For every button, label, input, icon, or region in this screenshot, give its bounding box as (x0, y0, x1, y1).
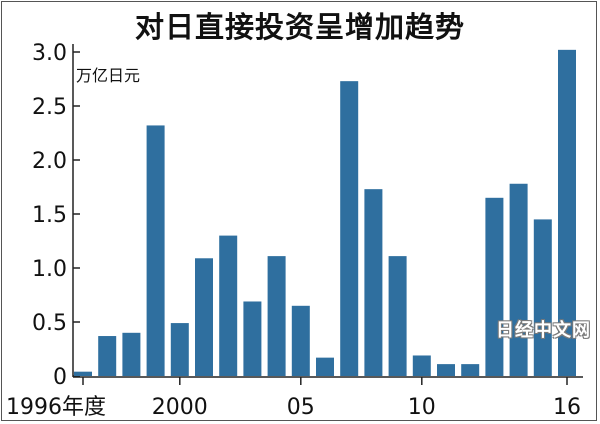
x-tick-label: 05 (287, 395, 315, 420)
x-tick-label: 1996年度 (6, 395, 106, 420)
bar-2016 (558, 49, 576, 377)
bar-2013 (485, 197, 504, 376)
bar-2004 (267, 256, 286, 376)
x-tick-label: 16 (553, 395, 581, 420)
y-tick-label: 0 (53, 365, 67, 390)
bar-2014 (509, 183, 528, 376)
x-tick-label: 10 (408, 395, 436, 420)
y-tick-label: 1.5 (32, 203, 67, 228)
unit-label: 万亿日元 (76, 66, 141, 85)
bar-2001 (195, 258, 213, 376)
bar-2003 (243, 301, 262, 376)
watermark-logo: 日经中文网 (496, 320, 591, 341)
bar-2002 (219, 235, 238, 376)
y-tick-label: 2.0 (32, 149, 67, 174)
bar-2005 (291, 305, 310, 376)
bar-1997 (98, 336, 117, 376)
bar-2008 (364, 189, 383, 376)
bar-2007 (340, 81, 359, 376)
y-ticks: 0 0.5 1.0 1.5 2.0 2.5 3.0 (32, 41, 80, 390)
y-tick-label: 0.5 (32, 311, 67, 336)
bar-2010 (412, 355, 431, 376)
y-tick-label: 1.0 (32, 257, 67, 282)
bar-2012 (461, 364, 480, 376)
y-tick-label: 2.5 (32, 95, 67, 120)
bar-2009 (388, 256, 407, 376)
bar-2000 (170, 323, 189, 376)
bar-2006 (316, 357, 334, 376)
x-ticks: 1996年度 2000 05 10 16 (6, 377, 581, 420)
bars (74, 49, 576, 377)
y-tick-label: 3.0 (32, 41, 67, 66)
bar-1996 (74, 371, 92, 376)
bar-2015 (533, 219, 552, 376)
bar-1998 (122, 332, 141, 376)
chart-title: 对日直接投资呈增加趋势 (134, 10, 465, 44)
bar-2011 (437, 364, 455, 376)
x-tick-label: 2000 (152, 395, 208, 420)
bar-1999 (146, 125, 165, 376)
